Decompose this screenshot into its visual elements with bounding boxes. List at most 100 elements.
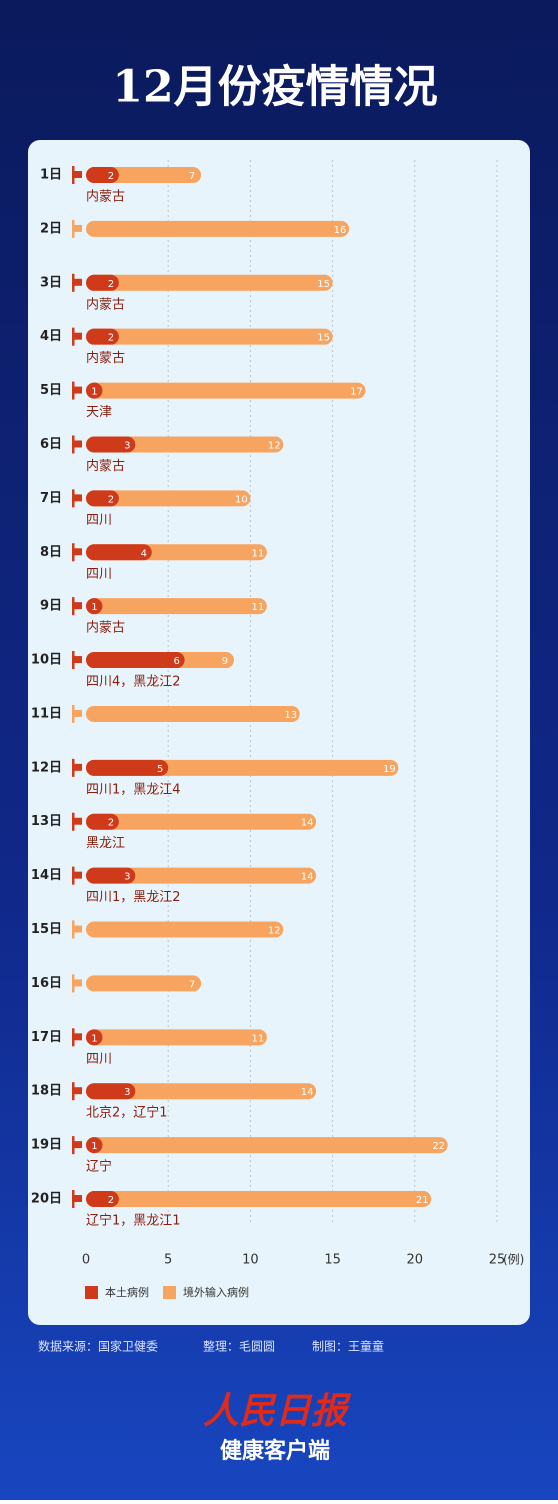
value-label: 1 (91, 387, 97, 398)
bar (86, 759, 169, 776)
flag (74, 440, 82, 448)
chart-title: 12月份疫情情况 (112, 62, 437, 113)
region-label: 四川4，黑龙江2 (86, 675, 181, 690)
flag-pole (72, 1190, 75, 1208)
bar (86, 1137, 448, 1154)
flag-pole (72, 543, 75, 562)
bar (86, 1191, 432, 1207)
flag (74, 1087, 82, 1095)
bar (86, 544, 152, 561)
flag (74, 494, 82, 502)
flag (74, 925, 82, 933)
value-label: 14 (301, 1087, 314, 1098)
bar (86, 598, 103, 615)
bar (86, 436, 284, 453)
value-label: 14 (301, 872, 314, 883)
value-label: 2 (108, 1195, 114, 1206)
x-tick-label: 10 (242, 1253, 259, 1268)
flag (74, 979, 82, 987)
footer-editor: 整理：毛圆圆 (203, 1339, 275, 1354)
flag (74, 871, 82, 879)
day-label: 19日 (31, 1138, 62, 1153)
flag-pole (72, 1028, 75, 1047)
value-label: 12 (268, 926, 281, 937)
value-label: 22 (432, 1141, 445, 1152)
day-label: 13日 (31, 814, 62, 829)
value-label: 3 (124, 1087, 130, 1098)
x-tick-label: 20 (407, 1253, 424, 1268)
footer-source: 数据来源：国家卫健委 (38, 1339, 158, 1354)
bar (86, 328, 119, 345)
flag-pole (72, 1136, 75, 1155)
bar (86, 1191, 119, 1207)
flag-pole (72, 651, 75, 670)
value-label: 3 (124, 872, 130, 883)
bar (86, 490, 119, 507)
x-tick-label: 25 (489, 1253, 506, 1268)
x-tick-label: 15 (324, 1253, 341, 1268)
value-label: 2 (108, 494, 114, 505)
legend-swatch (85, 1286, 98, 1299)
day-label: 1日 (40, 168, 62, 183)
flag (74, 1195, 82, 1202)
flag (74, 386, 82, 394)
flag (74, 709, 82, 717)
flag (74, 224, 82, 232)
value-label: 11 (251, 602, 264, 613)
flag-pole (72, 974, 75, 993)
x-tick-label: 0 (82, 1253, 90, 1268)
value-label: 15 (317, 333, 330, 344)
bar (86, 867, 317, 884)
bar (86, 220, 350, 237)
day-label: 14日 (31, 868, 62, 883)
region-label: 内蒙古 (86, 458, 125, 474)
flag (74, 548, 82, 556)
bar (86, 813, 119, 830)
day-label: 16日 (31, 976, 62, 991)
footer-designer: 制图：王童童 (312, 1339, 384, 1354)
legend-label: 本土病例 (105, 1285, 149, 1299)
region-label: 内蒙古 (86, 350, 125, 366)
value-label: 21 (416, 1195, 429, 1206)
bar (86, 1137, 103, 1154)
region-label: 四川1，黑龙江2 (86, 890, 181, 905)
bar (86, 436, 136, 453)
region-label: 内蒙古 (86, 620, 125, 636)
flag (74, 763, 82, 771)
day-label: 18日 (31, 1084, 62, 1099)
day-label: 12日 (31, 760, 62, 775)
flag-pole (72, 219, 75, 238)
bar (86, 1083, 317, 1100)
flag-pole (72, 920, 75, 939)
day-label: 20日 (31, 1192, 62, 1207)
value-label: 2 (108, 279, 114, 290)
value-label: 15 (317, 279, 330, 290)
value-label: 7 (189, 171, 195, 182)
region-label: 天津 (86, 405, 112, 420)
bar (86, 490, 251, 507)
flag (74, 332, 82, 340)
bar (86, 705, 300, 722)
day-label: 8日 (40, 545, 62, 560)
bar (86, 274, 119, 291)
value-label: 5 (157, 764, 163, 775)
day-label: 3日 (40, 275, 62, 290)
flag-pole (72, 866, 75, 885)
bar (86, 167, 119, 183)
flag-pole (72, 435, 75, 454)
region-label: 内蒙古 (86, 189, 125, 205)
bar (86, 867, 136, 884)
flag (74, 602, 82, 610)
day-label: 4日 (40, 329, 62, 344)
legend-label: 境外输入病例 (183, 1285, 249, 1299)
value-label: 2 (108, 171, 114, 182)
value-label: 2 (108, 818, 114, 829)
bar (86, 382, 103, 399)
day-label: 7日 (40, 491, 62, 506)
x-tick-label: 5 (164, 1253, 172, 1268)
flag (74, 1141, 82, 1149)
brand-name: 人民日报 (203, 1390, 352, 1432)
region-label: 内蒙古 (86, 296, 125, 312)
bar (86, 274, 333, 291)
